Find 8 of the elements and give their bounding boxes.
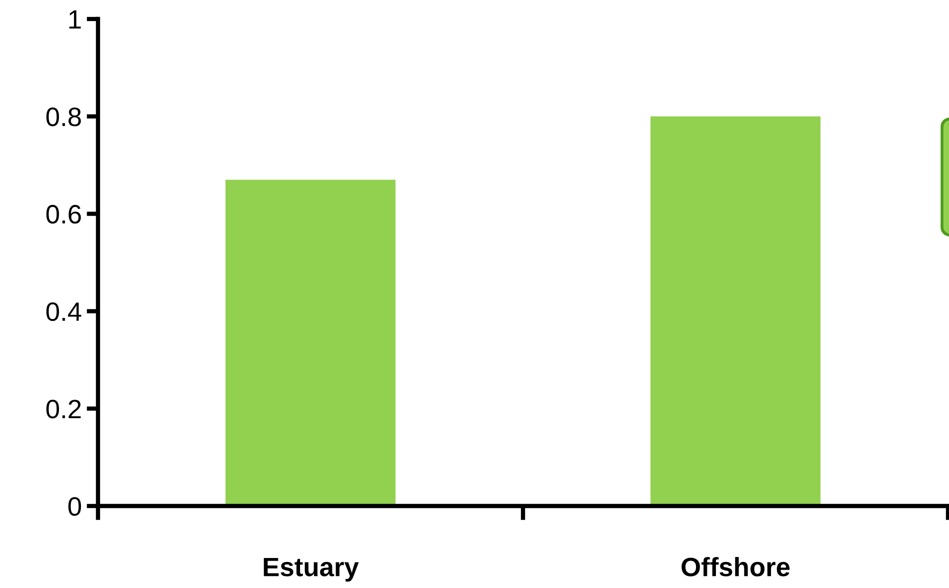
x-tick-label: Estuary (264, 558, 359, 582)
x-tick-label: Offshore (682, 557, 790, 576)
y-tick-label: 0.8 (46, 108, 81, 126)
y-tick-label: 0.2 (46, 400, 81, 418)
y-tick-label: 0 (68, 497, 81, 516)
y-tick-label: 0.6 (46, 204, 81, 224)
y-tick-label: 1 (69, 10, 81, 29)
y-tick-label: 0.4 (46, 302, 82, 322)
